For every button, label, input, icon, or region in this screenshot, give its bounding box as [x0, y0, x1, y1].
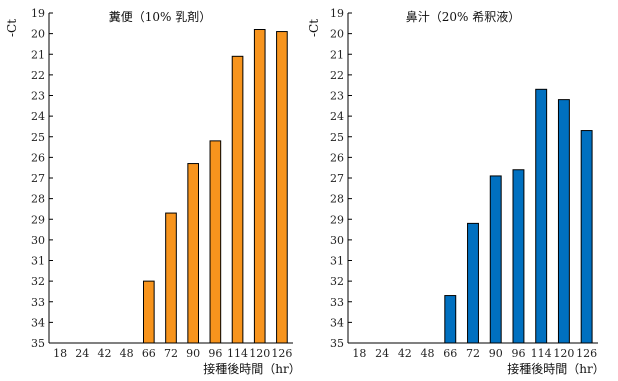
y-axis-label: -Ct: [307, 19, 321, 37]
x-tick-label: 114: [227, 347, 248, 360]
x-tick-label: 72: [164, 347, 178, 360]
bar-114hr: [231, 55, 244, 344]
x-tick-label: 42: [398, 347, 412, 360]
x-tick-label: 96: [511, 347, 525, 360]
y-tick-label: 24: [31, 110, 45, 123]
y-tick-label: 21: [330, 48, 344, 61]
x-tick-label: 90: [489, 347, 503, 360]
x-tick-label: 48: [421, 347, 435, 360]
y-tick-label: 32: [31, 275, 45, 288]
y-tick-label: 26: [330, 151, 344, 164]
y-tick-label: 19: [330, 7, 344, 20]
x-tick-label: 66: [142, 347, 156, 360]
y-tick-label: 22: [330, 69, 344, 82]
y-tick-label: 34: [330, 316, 344, 329]
y-tick-label: 25: [31, 131, 45, 144]
bar-120hr: [253, 29, 266, 344]
y-tick-label: 29: [31, 213, 45, 226]
bar-96hr: [209, 140, 222, 344]
y-tick-label: 20: [330, 28, 344, 41]
bar-90hr: [489, 175, 502, 344]
x-tick-label: 120: [249, 347, 270, 360]
y-tick-label: 33: [330, 296, 344, 309]
x-axis-label: 接種後時間（hr）: [203, 361, 300, 376]
bar-90hr: [187, 163, 200, 344]
x-axis-label: 接種後時間（hr）: [507, 361, 604, 376]
y-tick-label: 30: [31, 234, 45, 247]
y-tick-label: 27: [330, 172, 344, 185]
chart-title: 鼻汁（20% 希釈液）: [406, 9, 521, 24]
x-tick-label: 24: [375, 347, 389, 360]
bar-72hr: [467, 222, 479, 344]
chart-feces: 19 20 21 22 23 24 25 26 27 28 29 30 31 32 33 34 35 18 24 42…: [5, 7, 301, 376]
y-tick-label: 25: [330, 131, 344, 144]
bar-126hr: [276, 31, 288, 344]
y-tick-label: 24: [330, 110, 344, 123]
bar-114hr: [535, 88, 548, 344]
x-tick-label: 126: [271, 347, 292, 360]
y-tick-label: 31: [31, 255, 45, 268]
bar-96hr: [512, 169, 525, 344]
x-tick-label: 126: [576, 347, 597, 360]
y-tick-label: 23: [31, 90, 45, 103]
y-tick-label: 20: [31, 28, 45, 41]
x-tick-label: 24: [75, 347, 89, 360]
y-tick-label: 28: [31, 193, 45, 206]
bar-126hr: [580, 130, 593, 344]
bar-66hr: [444, 295, 457, 344]
x-tick-label: 120: [553, 347, 574, 360]
chart-title: 糞便（10% 乳剤）: [109, 9, 212, 24]
y-tick-label: 32: [330, 275, 344, 288]
x-tick-label: 48: [120, 347, 134, 360]
x-tick-label: 90: [186, 347, 200, 360]
y-tick-label: 19: [31, 7, 45, 20]
x-tick-label: 66: [443, 347, 457, 360]
x-tick-label: 72: [466, 347, 480, 360]
y-tick-label: 27: [31, 172, 45, 185]
x-tick-label: 18: [53, 347, 67, 360]
bar-72hr: [165, 212, 177, 344]
x-tick-label: 42: [97, 347, 111, 360]
bar-120hr: [557, 99, 570, 344]
y-tick-label: 22: [31, 69, 45, 82]
y-tick-label: 28: [330, 193, 344, 206]
y-tick-label: 30: [330, 234, 344, 247]
x-tick-label: 18: [352, 347, 366, 360]
y-tick-label: 31: [330, 255, 344, 268]
y-axis-label: -Ct: [5, 19, 19, 37]
x-tick-label: 114: [531, 347, 552, 360]
y-tick-label: 26: [31, 151, 45, 164]
x-tick-label: 96: [208, 347, 222, 360]
y-tick-label: 35: [330, 337, 344, 350]
y-tick-label: 35: [31, 337, 45, 350]
y-tick-label: 34: [31, 316, 45, 329]
y-tick-label: 21: [31, 48, 45, 61]
y-tick-label: 33: [31, 296, 45, 309]
bar-66hr: [142, 280, 155, 344]
y-tick-label: 23: [330, 90, 344, 103]
y-tick-label: 29: [330, 213, 344, 226]
chart-nasal: 19 20 21 22 23 24 25 26 27 28 29 30 31 32 33 34 35 18 24 42…: [307, 7, 605, 376]
